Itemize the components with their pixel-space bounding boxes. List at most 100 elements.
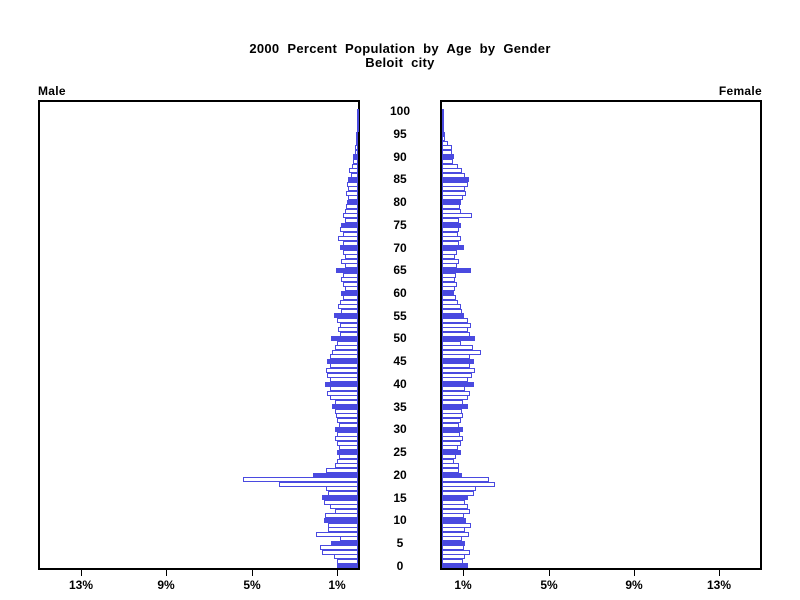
age-axis-label-70: 70	[393, 240, 407, 255]
bar-male-age-0	[337, 563, 358, 569]
bar-male-age-6	[340, 536, 358, 542]
bar-male-age-78	[345, 208, 358, 214]
bar-female-age-58	[442, 299, 458, 305]
bar-female-age-2	[442, 554, 465, 560]
bar-female-age-87	[442, 168, 462, 174]
bar-female-age-43	[442, 368, 475, 374]
bar-male-age-64	[343, 272, 358, 278]
bar-female-age-29	[442, 431, 460, 437]
age-axis-label-75: 75	[393, 217, 407, 232]
bar-male-age-46	[330, 354, 358, 360]
bar-female-age-49	[442, 340, 461, 346]
bar-male-age-72	[338, 236, 358, 242]
bar-female-age-33	[442, 413, 463, 419]
bar-male-age-33	[336, 413, 358, 419]
bar-female-age-64	[442, 272, 456, 278]
bar-female-age-17	[442, 486, 476, 492]
bar-male-age-55	[334, 313, 358, 319]
pct-tick-label-right-1: 1%	[454, 578, 472, 592]
bar-female-age-72	[442, 236, 461, 242]
bar-male-age-24	[339, 454, 358, 460]
bar-male-age-85	[348, 177, 358, 183]
bar-female-age-83	[442, 186, 465, 192]
bar-female-age-81	[442, 195, 463, 201]
age-axis-label-65: 65	[393, 263, 407, 278]
bar-male-age-3	[322, 549, 358, 555]
bar-female-age-26	[442, 445, 458, 451]
bar-male-age-98	[357, 118, 359, 124]
bar-male-age-20	[313, 472, 358, 478]
bar-male-age-74	[340, 227, 358, 233]
bar-male-age-57	[338, 304, 358, 310]
bar-male-age-18	[279, 481, 358, 487]
bar-female-age-46	[442, 354, 470, 360]
bar-female-age-4	[442, 545, 464, 551]
bar-male-age-86	[351, 172, 358, 178]
bar-male-age-63	[341, 277, 358, 283]
bar-female-age-59	[442, 295, 456, 301]
bar-male-age-99	[357, 113, 359, 119]
male-panel-label: Male	[38, 84, 66, 98]
bar-female-age-82	[442, 190, 466, 196]
bar-male-age-38	[327, 390, 358, 396]
bar-male-age-29	[337, 431, 358, 437]
bar-female-age-32	[442, 418, 461, 423]
bar-male-age-40	[325, 381, 358, 387]
bar-female-age-90	[442, 154, 454, 160]
bar-female-age-95	[442, 131, 445, 137]
bar-female-age-19	[442, 477, 489, 483]
bar-male-age-56	[341, 308, 358, 314]
age-axis-label-25: 25	[393, 445, 407, 460]
age-axis-label-15: 15	[393, 490, 407, 505]
bar-female-age-74	[442, 227, 459, 233]
bar-female-age-24	[442, 454, 456, 460]
age-axis-label-85: 85	[393, 172, 407, 187]
bar-male-age-77	[343, 213, 358, 219]
bar-male-age-97	[357, 122, 359, 128]
pct-tick-label-left-9: 9%	[157, 578, 175, 592]
bar-male-age-28	[335, 436, 358, 442]
chart-title: 2000 Percent Population by Age by Gender	[249, 41, 551, 56]
bar-male-age-48	[335, 345, 358, 351]
bar-female-age-38	[442, 390, 470, 396]
age-axis-label-40: 40	[393, 376, 407, 391]
bar-male-age-49	[337, 340, 358, 346]
bar-male-age-26	[339, 445, 358, 451]
bar-female-age-1	[442, 558, 463, 564]
bar-male-age-36	[335, 399, 358, 405]
bar-male-age-37	[330, 395, 358, 401]
pct-tick-label-right-13: 13%	[706, 578, 732, 592]
bar-male-age-10	[324, 518, 358, 523]
bar-male-age-12	[335, 508, 358, 514]
bar-female-age-73	[442, 231, 458, 237]
pct-tick-right-13	[719, 570, 720, 576]
bar-female-age-97	[442, 122, 444, 128]
bar-male-age-31	[339, 422, 358, 428]
bar-female-age-93	[442, 140, 448, 146]
bar-female-age-84	[442, 181, 468, 187]
female-panel	[440, 100, 762, 570]
bar-female-age-10	[442, 518, 466, 523]
bar-male-age-60	[341, 290, 358, 296]
bar-male-age-69	[343, 249, 358, 255]
bar-female-age-35	[442, 404, 468, 410]
bar-female-age-47	[442, 349, 481, 355]
age-axis-label-55: 55	[393, 308, 407, 323]
bar-male-age-15	[322, 495, 358, 501]
bar-male-age-93	[356, 140, 358, 146]
bar-female-age-30	[442, 427, 463, 433]
bar-female-age-61	[442, 286, 455, 292]
bar-male-age-11	[325, 513, 358, 519]
bar-female-age-7	[442, 531, 469, 537]
bar-male-age-1	[337, 558, 358, 564]
bar-female-age-68	[442, 254, 455, 260]
bar-male-age-7	[316, 531, 358, 537]
bar-male-age-50	[331, 336, 358, 342]
bar-female-age-3	[442, 549, 470, 555]
bar-female-age-9	[442, 522, 471, 528]
age-axis-label-45: 45	[393, 354, 407, 369]
bar-female-age-22	[442, 463, 459, 469]
bar-male-age-8	[328, 527, 358, 533]
bar-male-age-76	[345, 218, 358, 224]
bar-male-age-35	[332, 404, 358, 410]
